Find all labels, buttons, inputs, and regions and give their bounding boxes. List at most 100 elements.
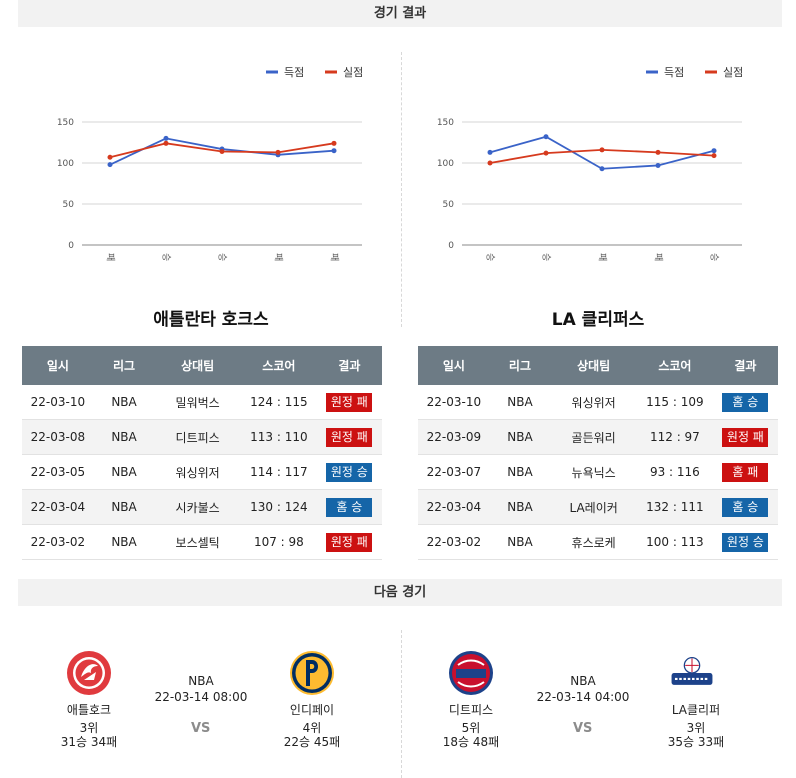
- result-badge: 홈 패: [722, 462, 769, 482]
- opponent-cell: 골든워리: [550, 419, 638, 455]
- result-badge: 홈 승: [326, 497, 373, 517]
- data-point: [599, 147, 605, 153]
- league-cell: NBA: [489, 489, 551, 525]
- league-cell: NBA: [93, 454, 155, 490]
- series-line-scored: [489, 135, 715, 170]
- home-team-record: 31승 34패: [60, 735, 118, 749]
- opponent-cell: 휴스로케: [550, 524, 638, 560]
- y-tick-label: 100: [57, 159, 74, 169]
- x-tick-label: 패: [329, 253, 340, 261]
- x-tick-label: 패: [653, 253, 664, 261]
- table-row: 22-03-02 NBA 보스셀틱 107 : 98 원정 패: [22, 524, 382, 560]
- result-cell: 홈 승: [712, 385, 778, 420]
- y-tick-label: 50: [63, 200, 75, 210]
- legend-label-allowed: 실점: [723, 66, 743, 79]
- table-row: 22-03-10 NBA 워싱위저 115 : 109 홈 승: [418, 385, 778, 420]
- away-team-record: 22승 45패: [283, 735, 341, 749]
- data-point: [543, 134, 549, 140]
- opponent-cell: 디트피스: [154, 419, 241, 455]
- result-cell: 홈 승: [316, 489, 382, 525]
- next-games-divider: [401, 630, 402, 778]
- data-point: [275, 149, 281, 155]
- vs-label: VS: [573, 721, 593, 736]
- clippers-score-chart: 0 50 100 150 승 승 패 패 승 득점 실점: [410, 55, 770, 270]
- date-cell: 22-03-10: [22, 385, 94, 420]
- data-point: [107, 162, 113, 168]
- header-result: 결과: [316, 346, 382, 385]
- score-cell: 100 : 113: [637, 524, 713, 560]
- header-opponent: 상대팀: [154, 346, 241, 385]
- result-badge: 원정 패: [722, 427, 769, 447]
- table-row: 22-03-07 NBA 뉴욕닉스 93 : 116 홈 패: [418, 454, 778, 490]
- opponent-cell: 밀워벅스: [154, 385, 241, 420]
- next-game-2: 디트피스 5위 18승 48패 NBA 22-03-14 04:00 VS LA…: [402, 640, 782, 760]
- detroit-pistons-logo: [449, 651, 493, 695]
- score-cell: 124 : 115: [241, 385, 317, 420]
- legend-label-scored: 득점: [284, 66, 304, 79]
- date-cell: 22-03-05: [22, 454, 94, 490]
- x-tick-label: 패: [273, 253, 284, 261]
- league-cell: NBA: [489, 419, 551, 455]
- data-point: [543, 150, 549, 156]
- next-games-section-title: 다음 경기: [18, 579, 782, 606]
- data-point: [219, 149, 225, 155]
- data-point: [711, 148, 717, 154]
- result-cell: 원정 패: [316, 524, 382, 560]
- opponent-cell: 뉴욕닉스: [550, 454, 638, 490]
- score-cell: 107 : 98: [241, 524, 317, 560]
- away-team-rank: 4위: [302, 721, 322, 735]
- league-cell: NBA: [93, 385, 155, 420]
- league-label: NBA: [188, 674, 214, 688]
- results-section-title: 경기 결과: [18, 0, 782, 27]
- header-result: 결과: [712, 346, 778, 385]
- header-date: 일시: [22, 346, 94, 385]
- score-cell: 130 : 124: [241, 489, 317, 525]
- opponent-cell: 보스셀틱: [154, 524, 241, 560]
- table-row: 22-03-09 NBA 골든워리 112 : 97 원정 패: [418, 419, 778, 455]
- header-score: 스코어: [637, 346, 713, 385]
- table-row: 22-03-08 NBA 디트피스 113 : 110 원정 패: [22, 419, 382, 455]
- league-cell: NBA: [489, 524, 551, 560]
- clippers-results-table: 일시 리그 상대팀 스코어 결과 22-03-10 NBA 워싱위저 115 : 10…: [418, 346, 778, 560]
- data-point: [163, 135, 169, 141]
- score-cell: 132 : 111: [637, 489, 713, 525]
- y-tick-label: 0: [448, 241, 454, 251]
- league-cell: NBA: [93, 524, 155, 560]
- table-row: 22-03-05 NBA 워싱위저 114 : 117 원정 승: [22, 454, 382, 490]
- result-cell: 원정 패: [316, 419, 382, 455]
- y-tick-label: 150: [437, 118, 454, 128]
- header-date: 일시: [418, 346, 490, 385]
- header-opponent: 상대팀: [550, 346, 638, 385]
- result-cell: 원정 승: [316, 454, 382, 490]
- result-badge: 홈 승: [722, 497, 769, 517]
- data-point: [487, 149, 493, 155]
- game-datetime: 22-03-14 04:00: [536, 690, 630, 704]
- away-team-rank: 3위: [686, 721, 706, 735]
- opponent-cell: 워싱위저: [154, 454, 241, 490]
- away-team-name: 인디페이: [289, 703, 335, 717]
- score-cell: 113 : 110: [241, 419, 317, 455]
- league-cell: NBA: [489, 454, 551, 490]
- data-point: [599, 166, 605, 172]
- result-cell: 원정 패: [316, 385, 382, 420]
- header-league: 리그: [489, 346, 551, 385]
- x-tick-label: 패: [597, 253, 608, 261]
- score-cell: 115 : 109: [637, 385, 713, 420]
- x-tick-label: 승: [217, 253, 228, 261]
- home-team-name: 애틀호크: [66, 703, 112, 717]
- table-row: 22-03-10 NBA 밀워벅스 124 : 115 원정 패: [22, 385, 382, 420]
- atlanta-hawks-logo: [67, 651, 111, 695]
- date-cell: 22-03-04: [418, 489, 490, 525]
- result-badge: 원정 패: [326, 532, 373, 552]
- data-point: [163, 140, 169, 146]
- team-name-clippers: LA 클리퍼스: [551, 310, 645, 330]
- home-team-rank: 3위: [79, 721, 99, 735]
- home-team-rank: 5위: [461, 721, 481, 735]
- date-cell: 22-03-09: [418, 419, 490, 455]
- result-badge: 홈 승: [722, 392, 769, 412]
- data-point: [331, 148, 337, 154]
- team-name-atlanta: 애틀란타 호크스: [153, 310, 269, 330]
- result-badge: 원정 승: [326, 462, 373, 482]
- home-team-name: 디트피스: [448, 703, 494, 717]
- date-cell: 22-03-04: [22, 489, 94, 525]
